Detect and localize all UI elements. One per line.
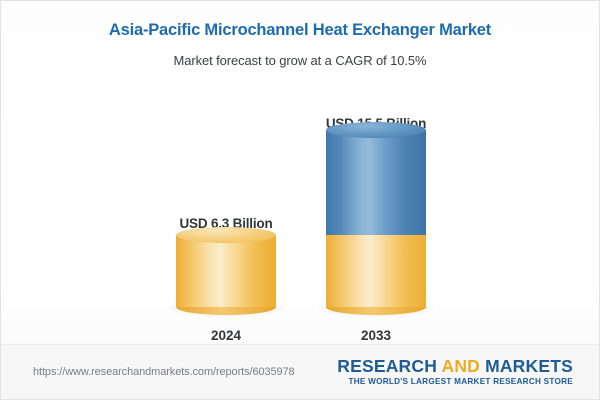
chart-header: Asia-Pacific Microchannel Heat Exchanger… bbox=[1, 1, 599, 68]
chart-title: Asia-Pacific Microchannel Heat Exchanger… bbox=[108, 21, 492, 39]
category-label-2033: 2033 bbox=[360, 328, 392, 343]
logo-word-research: RESEARCH bbox=[337, 356, 438, 377]
logo-wordmark: RESEARCH AND MARKETS bbox=[337, 357, 573, 375]
cylinder-wall bbox=[326, 235, 426, 307]
category-label-2024: 2024 bbox=[210, 328, 242, 343]
bar-segment-base-2033 bbox=[326, 235, 426, 315]
logo-word-markets: MARKETS bbox=[485, 356, 573, 377]
bar-segment-base-2024 bbox=[176, 227, 276, 315]
cylinder-top-ellipse bbox=[176, 227, 276, 243]
cylinder-wall bbox=[176, 235, 276, 307]
logo-tagline: THE WORLD'S LARGEST MARKET RESEARCH STOR… bbox=[348, 377, 573, 387]
research-and-markets-logo[interactable]: RESEARCH AND MARKETS THE WORLD'S LARGEST… bbox=[337, 357, 573, 387]
logo-word-and: AND bbox=[441, 356, 480, 377]
chart-subtitle: Market forecast to grow at a CAGR of 10.… bbox=[173, 52, 427, 68]
chart-footer: https://www.researchandmarkets.com/repor… bbox=[1, 344, 599, 399]
bar-segment-growth-2033 bbox=[326, 122, 426, 235]
cylinder-wall bbox=[326, 130, 426, 235]
report-url[interactable]: https://www.researchandmarkets.com/repor… bbox=[33, 366, 295, 378]
chart-plot-area: USD 6.3 Billion 2024 USD 15.5 Billion bbox=[1, 87, 599, 343]
cylinder-top-ellipse bbox=[326, 122, 426, 138]
